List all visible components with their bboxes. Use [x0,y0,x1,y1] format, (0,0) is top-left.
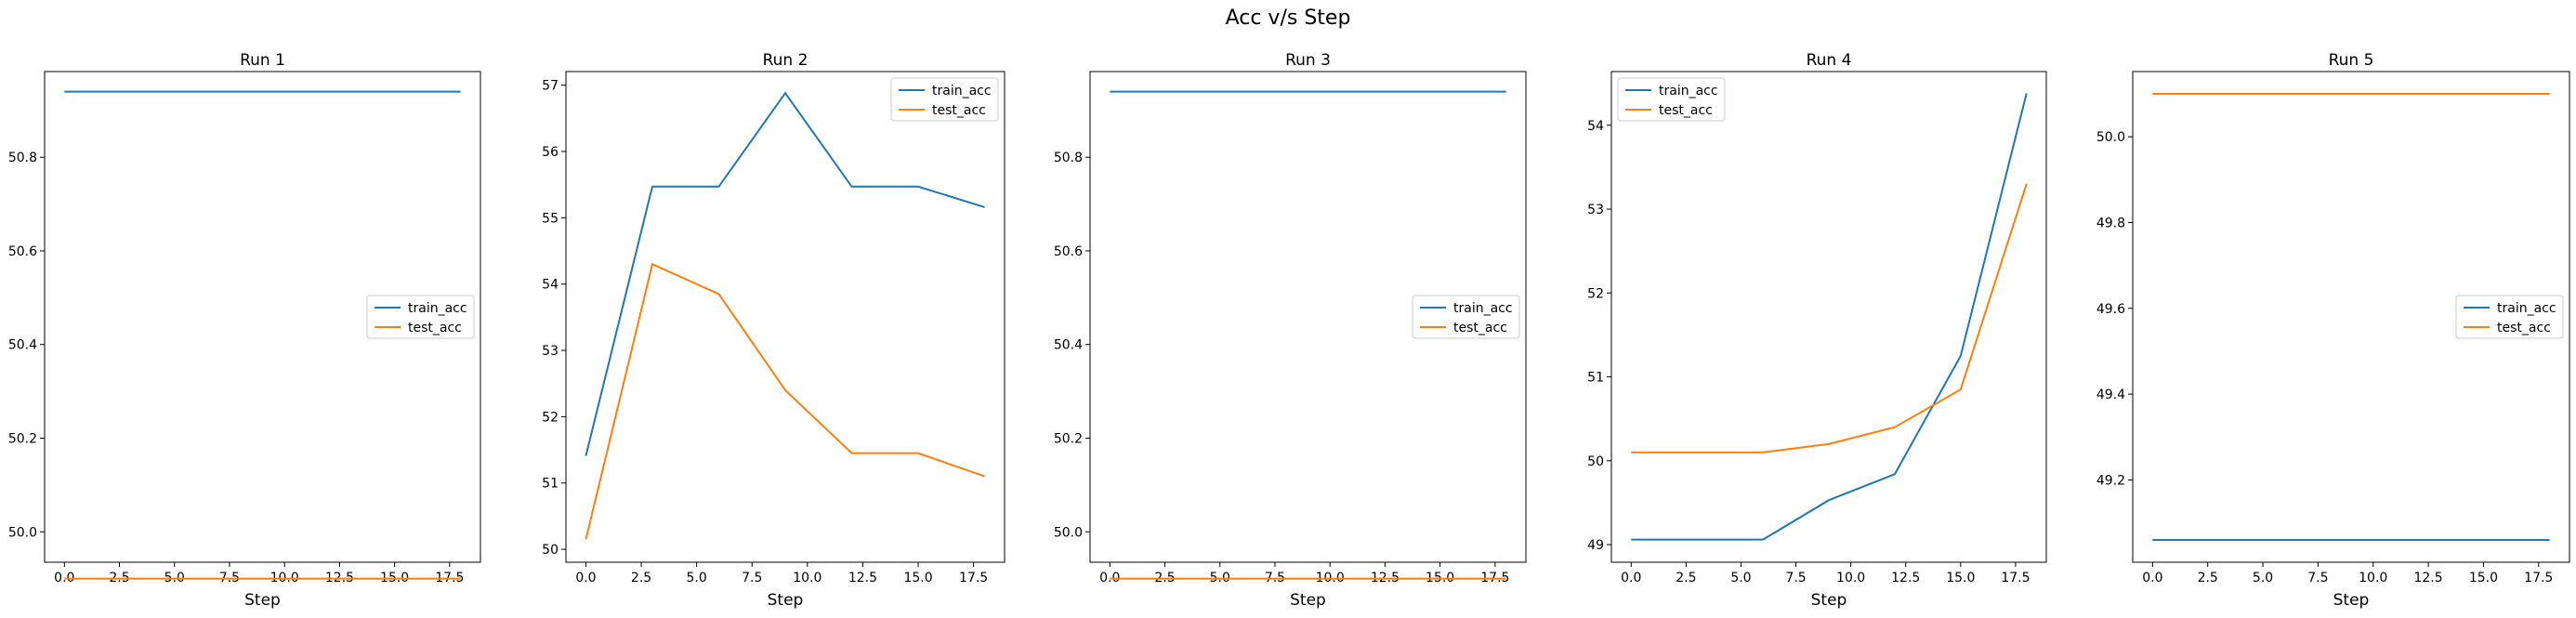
legend-label-test_acc: test_acc [1659,103,1713,118]
y-tick-label: 51 [1587,371,1604,386]
y-tick-label: 52 [542,410,559,425]
legend-label-test_acc: test_acc [932,103,986,118]
y-tick-label: 50 [542,543,559,558]
x-tick-label: 2.5 [1676,571,1696,585]
x-axis-label: Step [2333,591,2370,610]
x-axis-label: Step [1290,591,1326,610]
y-tick-label: 49.6 [2096,302,2125,317]
series-line-train_acc [1631,93,2028,541]
x-tick-label: 17.5 [2524,571,2553,585]
legend-label-train_acc: train_acc [1453,301,1513,316]
x-tick-label: 0.0 [54,571,74,585]
x-tick-label: 10.0 [2359,571,2387,585]
x-tick-label: 7.5 [1785,571,1806,585]
x-tick-label: 2.5 [2198,571,2218,585]
y-tick-label: 49.4 [2096,388,2125,402]
x-tick-label: 0.0 [575,571,596,585]
plot-frame [2132,71,2570,563]
series-line-train_acc [585,91,985,456]
y-tick-label: 50.0 [8,525,37,540]
subplot-title: Run 2 [763,51,808,70]
subplot-3: Run 30.0 2.5 5.0 7.5 10.0 12.5 15.0 17.550.050.… [1054,51,1527,610]
series-line-test_acc [585,262,985,540]
x-tick-label: 10.0 [793,571,821,585]
subplot-1: Run 10.0 2.5 5.0 7.5 10.0 12.5 15.0 17.550.050.… [8,51,481,610]
x-tick-label: 5.0 [2253,571,2273,585]
subplot-5: Run 5 0.0 2.5 5.0 7.5 10.0 12.5 15.0 17.5 49.2 49.… [2096,51,2570,610]
subplot-title: Run 1 [240,51,285,70]
legend-label-train_acc: train_acc [1659,84,1718,99]
x-tick-label: 15.0 [2469,571,2498,585]
y-tick-label: 52 [1587,286,1604,301]
y-tick-label: 50.6 [8,244,37,259]
x-tick-label: 7.5 [742,571,762,585]
y-tick-label: 54 [1587,119,1604,134]
y-tick-label: 50.0 [1054,525,1083,540]
legend-label-train_acc: train_acc [408,301,467,316]
legend-label-train_acc: train_acc [2497,301,2556,316]
legend: train_acc test_acc [1412,295,1520,339]
y-tick-label: 50.6 [1054,244,1083,259]
y-tick-label: 50.4 [1054,338,1083,353]
legend-label-test_acc: test_acc [408,321,462,335]
subplot-4: Run 4 0.0 2.5 5.0 7.5 10.0 12.5 15.0 17.5 49 50 51 5… [1587,51,2047,610]
x-tick-label: 2.5 [631,571,651,585]
legend: train_acc test_acc [366,295,475,339]
y-tick-label: 49 [1587,538,1604,553]
legend: train_acc test_acc [1617,77,1726,122]
x-tick-label: 0.0 [1099,571,1120,585]
y-tick-label: 50.2 [1054,431,1083,446]
x-tick-label: 15.0 [1946,571,1975,585]
x-tick-label: 5.0 [1730,571,1751,585]
x-tick-label: 17.5 [959,571,988,585]
subplot-2: Run 2 0.0 2.5 5.0 7.5 10.0 12.5 15.0 17.5 50 51 52 5… [542,51,1005,610]
y-tick-label: 55 [542,211,559,226]
plot-frame [44,71,481,563]
y-tick-label: 50.4 [8,338,37,353]
x-axis-label: Step [768,591,804,610]
y-tick-label: 57 [542,79,559,94]
legend-label-test_acc: test_acc [2497,321,2551,335]
x-tick-label: 12.5 [1891,571,1920,585]
x-tick-label: 12.5 [2413,571,2442,585]
y-tick-label: 56 [542,145,559,160]
x-tick-label: 17.5 [2001,571,2030,585]
figure-title: Acc v/s Step [1226,7,1351,30]
legend-label-test_acc: test_acc [1453,321,1507,335]
plot-frame [1610,71,2047,563]
y-tick-label: 49.2 [2096,473,2125,488]
subplot-title: Run 5 [2329,51,2374,70]
legend-label-train_acc: train_acc [932,84,992,99]
legend: train_acc test_acc [890,77,999,122]
y-tick-label: 51 [542,477,559,492]
y-tick-label: 50.2 [8,431,37,446]
y-tick-label: 53 [1587,203,1604,217]
panels: Run 1 0.0 2.5 5.0 7.5 10.0 12.5 15.0 17.5 50.0 50.… [8,51,2570,610]
y-tick-label: 50 [1587,454,1604,469]
plot-frame [1089,71,1527,563]
y-tick-label: 53 [542,344,559,359]
subplot-title: Run 4 [1807,51,1852,70]
y-tick-label: 50.8 [8,151,37,165]
x-tick-label: 12.5 [848,571,877,585]
subplot-title: Run 3 [1285,51,1331,70]
x-tick-label: 5.0 [687,571,707,585]
x-axis-label: Step [1811,591,1847,610]
y-tick-label: 54 [542,278,559,293]
plot-frame [565,71,1005,563]
series-line-test_acc [1631,183,2028,454]
x-tick-label: 15.0 [903,571,932,585]
x-axis-label: Step [244,591,281,610]
y-tick-label: 50.0 [2096,130,2125,145]
legend: train_acc test_acc [2455,295,2564,339]
x-tick-label: 0.0 [1621,571,1641,585]
y-tick-label: 49.8 [2096,216,2125,230]
x-tick-label: 10.0 [1836,571,1865,585]
x-tick-label: 0.0 [2142,571,2162,585]
y-tick-label: 50.8 [1054,151,1083,165]
x-tick-label: 7.5 [2307,571,2328,585]
